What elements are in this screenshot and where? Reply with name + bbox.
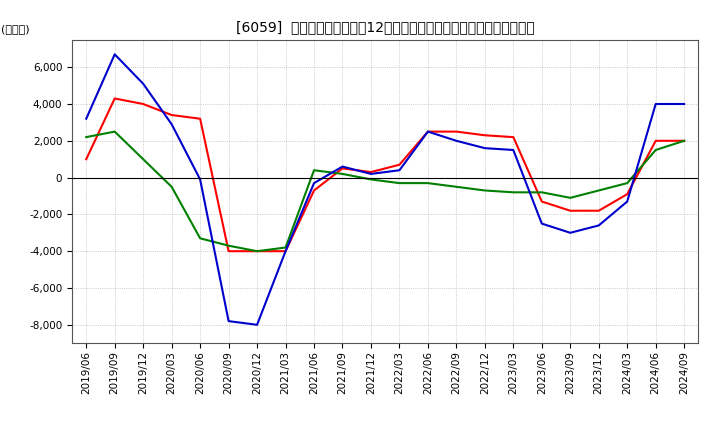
投資CF (480, 188, 489, 193)
営業CF (566, 208, 575, 213)
フリーCF (196, 177, 204, 182)
営業CF (595, 208, 603, 213)
投資CF (110, 129, 119, 134)
フリーCF (509, 147, 518, 153)
投資CF (310, 168, 318, 173)
フリーCF (566, 230, 575, 235)
フリーCF (452, 138, 461, 143)
フリーCF (680, 101, 688, 106)
営業CF (395, 162, 404, 167)
営業CF (196, 116, 204, 121)
営業CF (680, 138, 688, 143)
投資CF (537, 190, 546, 195)
営業CF (423, 129, 432, 134)
営業CF (652, 138, 660, 143)
営業CF (139, 101, 148, 106)
フリーCF (652, 101, 660, 106)
投資CF (595, 188, 603, 193)
投資CF (623, 180, 631, 186)
投資CF (366, 177, 375, 182)
営業CF (537, 199, 546, 204)
フリーCF (595, 223, 603, 228)
投資CF (338, 171, 347, 176)
フリーCF (480, 146, 489, 151)
営業CF (253, 249, 261, 254)
Title: [6059]  キャッシュフローの12か月移動合計の対前年同期増減額の推移: [6059] キャッシュフローの12か月移動合計の対前年同期増減額の推移 (236, 20, 534, 34)
Line: 投資CF: 投資CF (86, 132, 684, 251)
フリーCF (537, 221, 546, 226)
営業CF (82, 157, 91, 162)
フリーCF (253, 322, 261, 327)
フリーCF (110, 51, 119, 57)
営業CF (310, 188, 318, 193)
投資CF (139, 157, 148, 162)
営業CF (167, 112, 176, 117)
フリーCF (395, 168, 404, 173)
Line: フリーCF: フリーCF (86, 54, 684, 325)
営業CF (225, 249, 233, 254)
フリーCF (366, 171, 375, 176)
フリーCF (310, 180, 318, 186)
投資CF (452, 184, 461, 190)
投資CF (225, 243, 233, 248)
投資CF (395, 180, 404, 186)
営業CF (366, 169, 375, 175)
フリーCF (225, 319, 233, 324)
営業CF (110, 96, 119, 101)
フリーCF (623, 199, 631, 204)
投資CF (282, 245, 290, 250)
フリーCF (423, 129, 432, 134)
フリーCF (167, 121, 176, 127)
営業CF (452, 129, 461, 134)
営業CF (480, 132, 489, 138)
営業CF (509, 135, 518, 140)
営業CF (282, 249, 290, 254)
営業CF (623, 191, 631, 197)
投資CF (423, 180, 432, 186)
投資CF (652, 147, 660, 153)
フリーCF (282, 249, 290, 254)
フリーCF (82, 116, 91, 121)
投資CF (509, 190, 518, 195)
投資CF (680, 138, 688, 143)
フリーCF (338, 164, 347, 169)
投資CF (82, 135, 91, 140)
投資CF (196, 236, 204, 241)
Y-axis label: (百万円): (百万円) (1, 23, 30, 33)
Line: 営業CF: 営業CF (86, 99, 684, 251)
投資CF (566, 195, 575, 201)
営業CF (338, 166, 347, 171)
フリーCF (139, 81, 148, 86)
投資CF (253, 249, 261, 254)
投資CF (167, 184, 176, 190)
